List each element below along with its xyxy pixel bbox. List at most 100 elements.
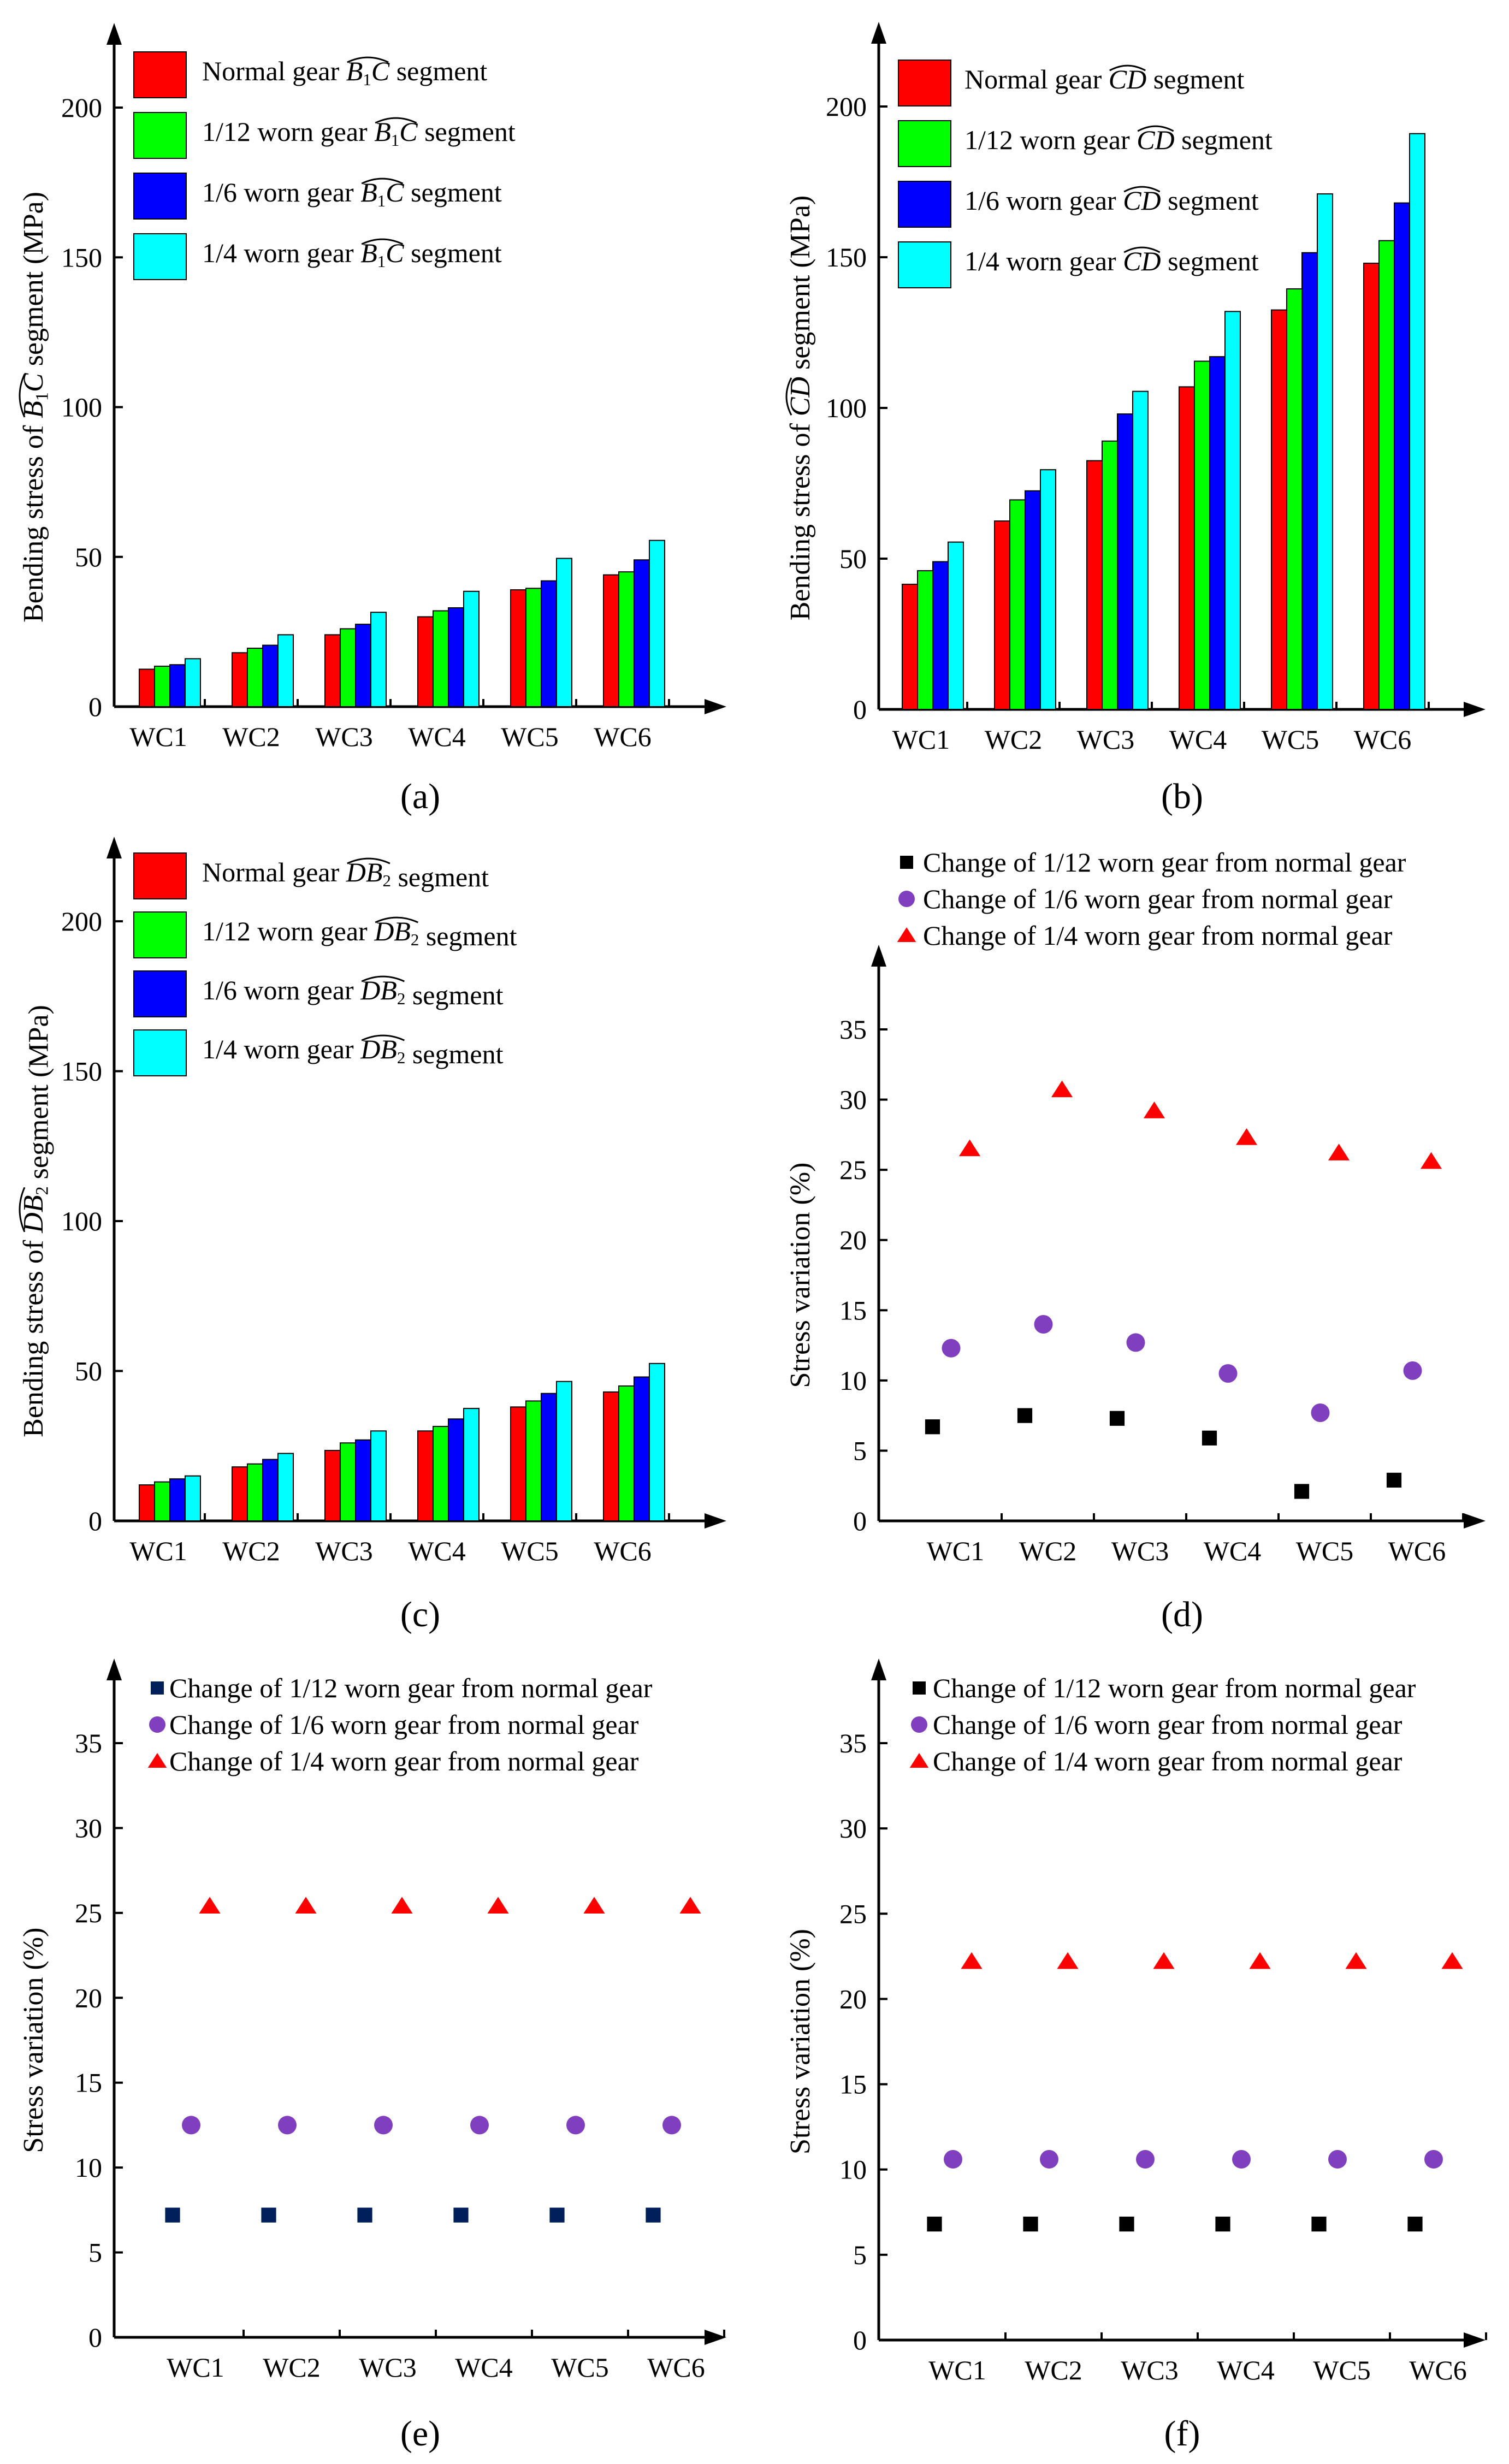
point-d-circle-wc1 bbox=[942, 1338, 961, 1358]
panel-label: (b) bbox=[1161, 777, 1203, 816]
point-d-square-wc4 bbox=[1202, 1430, 1217, 1446]
x-tick-label: WC5 bbox=[1262, 724, 1319, 755]
bar-c-s1-wc6 bbox=[618, 1385, 635, 1521]
point-f-triangle-wc2 bbox=[1057, 1952, 1079, 1969]
bar-c-s2-wc1 bbox=[169, 1478, 186, 1521]
legend-suffix: segment bbox=[405, 1039, 503, 1069]
legend-label: Change of 1/4 worn gear from normal gear bbox=[933, 1746, 1403, 1776]
legend-arc-main: CD bbox=[1123, 246, 1161, 276]
bar-c-s0-wc5 bbox=[510, 1406, 526, 1521]
legend-label: Change of 1/12 worn gear from normal gea… bbox=[933, 1673, 1416, 1703]
legend-name: 1/6 worn gear bbox=[202, 177, 360, 208]
legend-label: Normal gear CD segment bbox=[964, 64, 1244, 94]
legend-suffix: segment bbox=[389, 56, 487, 86]
y-tick-label: 100 bbox=[826, 393, 867, 423]
legend-label: 1/4 worn gear DB2 segment bbox=[202, 1034, 504, 1069]
x-axis-arrow bbox=[1464, 1513, 1486, 1529]
legend-swatch bbox=[133, 970, 187, 1017]
bar-c-s2-wc3 bbox=[355, 1439, 371, 1522]
legend-swatch bbox=[898, 181, 951, 228]
point-e-triangle-wc5 bbox=[583, 1897, 605, 1914]
point-d-triangle-wc3 bbox=[1143, 1101, 1165, 1118]
y-tick-label: 20 bbox=[75, 1982, 102, 2013]
y-tick-label: 200 bbox=[61, 906, 102, 937]
arc-overline bbox=[19, 374, 26, 418]
x-tick-label: WC2 bbox=[222, 721, 280, 752]
point-d-circle-wc6 bbox=[1403, 1361, 1422, 1380]
point-e-triangle-wc1 bbox=[199, 1897, 221, 1914]
bar-b-s3-wc6 bbox=[1409, 133, 1425, 710]
legend-arc-sub: 2 bbox=[382, 871, 391, 890]
point-d-triangle-wc5 bbox=[1328, 1144, 1350, 1160]
legend-name: Normal gear bbox=[202, 857, 346, 887]
legend-swatch bbox=[898, 60, 951, 106]
bar-b-s1-wc5 bbox=[1286, 288, 1303, 710]
arc-overline bbox=[361, 1034, 405, 1041]
x-tick-label: WC1 bbox=[129, 1536, 187, 1566]
legend-arc-main: CD bbox=[1123, 185, 1161, 216]
y-tick-label: 10 bbox=[839, 2154, 867, 2185]
bar-a-s2-wc4 bbox=[448, 607, 464, 707]
legend-marker bbox=[909, 1753, 929, 1768]
point-d-triangle-wc2 bbox=[1051, 1080, 1073, 1098]
point-f-square-wc4 bbox=[1215, 2217, 1230, 2232]
point-e-circle-wc5 bbox=[566, 2116, 585, 2135]
y-tick-label: 25 bbox=[75, 1898, 102, 1928]
x-axis-arrow bbox=[705, 2330, 726, 2345]
arc-overline bbox=[375, 117, 417, 124]
bar-b-s1-wc1 bbox=[917, 570, 933, 710]
bar-c-s0-wc6 bbox=[603, 1391, 619, 1521]
point-f-circle-wc4 bbox=[1232, 2149, 1251, 2169]
point-e-circle-wc4 bbox=[470, 2116, 489, 2135]
bar-c-s3-wc2 bbox=[277, 1453, 294, 1522]
bar-a-s3-wc5 bbox=[556, 558, 572, 707]
y-tick-label: 0 bbox=[853, 694, 867, 725]
x-tick-label: WC6 bbox=[594, 721, 652, 752]
legend-arc-sub: 1 bbox=[377, 191, 386, 210]
y-tick-label: 150 bbox=[61, 242, 102, 273]
point-d-square-wc5 bbox=[1294, 1484, 1310, 1499]
bar-c-s2-wc4 bbox=[448, 1418, 464, 1522]
point-d-circle-wc2 bbox=[1034, 1315, 1053, 1334]
legend-swatch bbox=[133, 51, 187, 98]
legend-marker bbox=[911, 1716, 927, 1733]
legend-arc-tail: C bbox=[386, 238, 404, 268]
x-tick-label: WC5 bbox=[551, 2352, 609, 2383]
point-e-triangle-wc3 bbox=[391, 1897, 413, 1914]
arc-overline bbox=[361, 975, 405, 982]
legend-arc-tail: C bbox=[399, 116, 418, 147]
point-e-circle-wc3 bbox=[374, 2116, 393, 2135]
point-f-circle-wc1 bbox=[944, 2149, 962, 2169]
bar-a-s1-wc4 bbox=[433, 610, 449, 707]
bar-b-s3-wc4 bbox=[1224, 311, 1241, 710]
bar-a-s3-wc2 bbox=[277, 634, 294, 707]
x-tick-label: WC3 bbox=[1111, 1536, 1169, 1566]
legend-label: Change of 1/12 worn gear from normal gea… bbox=[923, 847, 1406, 878]
x-tick-label: WC4 bbox=[1169, 724, 1227, 755]
x-tick-label: WC3 bbox=[1121, 2355, 1179, 2385]
bar-a-s1-wc2 bbox=[247, 648, 263, 707]
y-tick-label: 20 bbox=[839, 1225, 867, 1255]
bar-a-s2-wc3 bbox=[355, 624, 371, 707]
x-tick-label: WC5 bbox=[501, 1536, 559, 1566]
y-axis-label: Stress variation (%) bbox=[785, 1162, 816, 1388]
y-axis-label-suffix: segment (MPa) bbox=[18, 192, 49, 373]
bar-c-s2-wc5 bbox=[541, 1393, 557, 1522]
bar-c-s1-wc3 bbox=[340, 1442, 356, 1522]
legend-arc-tail: C bbox=[386, 177, 404, 208]
legend-label: 1/12 worn gear B1C segment bbox=[202, 116, 516, 150]
bar-c-s1-wc2 bbox=[247, 1463, 263, 1521]
point-f-square-wc1 bbox=[927, 2217, 942, 2232]
arc-overline bbox=[375, 916, 418, 923]
legend-label: Change of 1/6 worn gear from normal gear bbox=[169, 1709, 639, 1740]
legend-label: Change of 1/6 worn gear from normal gear bbox=[933, 1709, 1403, 1740]
point-f-circle-wc6 bbox=[1424, 2149, 1443, 2169]
x-tick-label: WC2 bbox=[263, 2352, 321, 2383]
legend-marker bbox=[149, 1716, 165, 1733]
y-axis-arc-main: CD bbox=[785, 377, 816, 416]
point-d-triangle-wc6 bbox=[1420, 1152, 1442, 1169]
legend-label: Change of 1/4 worn gear from normal gear bbox=[169, 1746, 639, 1776]
point-e-square-wc4 bbox=[453, 2207, 469, 2223]
legend-suffix: segment bbox=[1175, 125, 1273, 155]
point-f-square-wc6 bbox=[1407, 2217, 1423, 2232]
